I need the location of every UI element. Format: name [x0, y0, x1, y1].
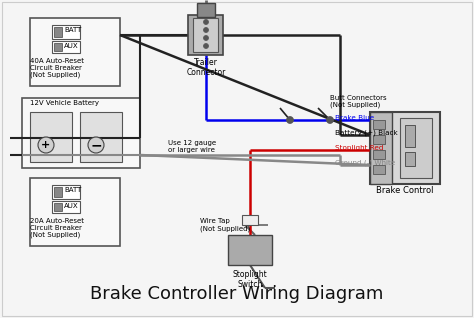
- Text: Trailer
Connector: Trailer Connector: [186, 58, 226, 77]
- Text: Stoplight
Switch: Stoplight Switch: [233, 270, 267, 289]
- Text: Butt Connectors
(Not Supplied): Butt Connectors (Not Supplied): [330, 95, 387, 108]
- Bar: [370, 112, 440, 184]
- Text: +: +: [41, 140, 51, 150]
- Text: AUX: AUX: [64, 43, 79, 49]
- Circle shape: [203, 19, 209, 24]
- Bar: [52, 201, 80, 213]
- Bar: [52, 41, 80, 53]
- Text: Brake Controller Wiring Diagram: Brake Controller Wiring Diagram: [91, 285, 383, 303]
- Text: 40A Auto-Reset
Circuit Breaker
(Not Supplied): 40A Auto-Reset Circuit Breaker (Not Supp…: [30, 58, 84, 79]
- Bar: [54, 187, 62, 197]
- Text: BATT: BATT: [64, 187, 82, 193]
- Bar: [197, 3, 215, 17]
- Bar: [80, 112, 122, 162]
- Bar: [30, 112, 72, 162]
- Bar: [370, 112, 392, 184]
- Bar: [54, 27, 62, 37]
- Circle shape: [286, 116, 293, 123]
- Bar: [52, 25, 80, 39]
- Bar: [405, 125, 415, 147]
- Text: −: −: [90, 138, 102, 152]
- Circle shape: [38, 137, 54, 153]
- Bar: [242, 215, 258, 225]
- Bar: [405, 152, 415, 166]
- Circle shape: [327, 116, 334, 123]
- Bar: [373, 135, 385, 144]
- Bar: [30, 18, 120, 86]
- Circle shape: [203, 27, 209, 32]
- Bar: [188, 15, 223, 55]
- Text: 20A Auto-Reset
Circuit Breaker
(Not Supplied): 20A Auto-Reset Circuit Breaker (Not Supp…: [30, 218, 84, 238]
- Bar: [30, 178, 120, 246]
- Bar: [373, 150, 385, 159]
- Text: Brake Control: Brake Control: [376, 186, 434, 195]
- Text: AUX: AUX: [64, 203, 79, 209]
- Text: Ground (-) White: Ground (-) White: [335, 160, 395, 166]
- Bar: [52, 185, 80, 199]
- Bar: [400, 118, 432, 178]
- Bar: [22, 98, 140, 168]
- Text: Brake Blue: Brake Blue: [335, 115, 374, 121]
- Bar: [54, 203, 62, 211]
- Text: Wire Tap
(Not Supplied): Wire Tap (Not Supplied): [200, 218, 250, 232]
- Bar: [373, 120, 385, 129]
- Bar: [373, 165, 385, 174]
- Text: Use 12 gauge
or larger wire: Use 12 gauge or larger wire: [168, 140, 216, 153]
- Text: 12V Vehicle Battery: 12V Vehicle Battery: [30, 100, 99, 106]
- Text: Stoplight Red: Stoplight Red: [335, 145, 383, 151]
- Bar: [193, 18, 218, 52]
- Circle shape: [203, 44, 209, 49]
- Bar: [54, 43, 62, 51]
- Circle shape: [88, 137, 104, 153]
- Bar: [228, 235, 272, 265]
- Circle shape: [203, 36, 209, 40]
- Text: BATT: BATT: [64, 27, 82, 33]
- Text: Battery (+) Black: Battery (+) Black: [335, 130, 398, 136]
